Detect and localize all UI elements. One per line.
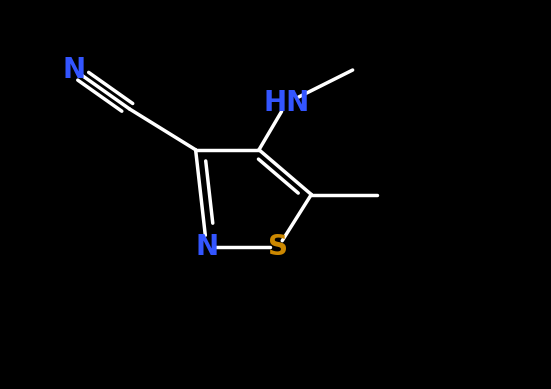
Text: N: N <box>195 233 218 261</box>
Text: HN: HN <box>263 89 310 117</box>
Text: S: S <box>268 233 288 261</box>
Text: N: N <box>63 56 86 84</box>
